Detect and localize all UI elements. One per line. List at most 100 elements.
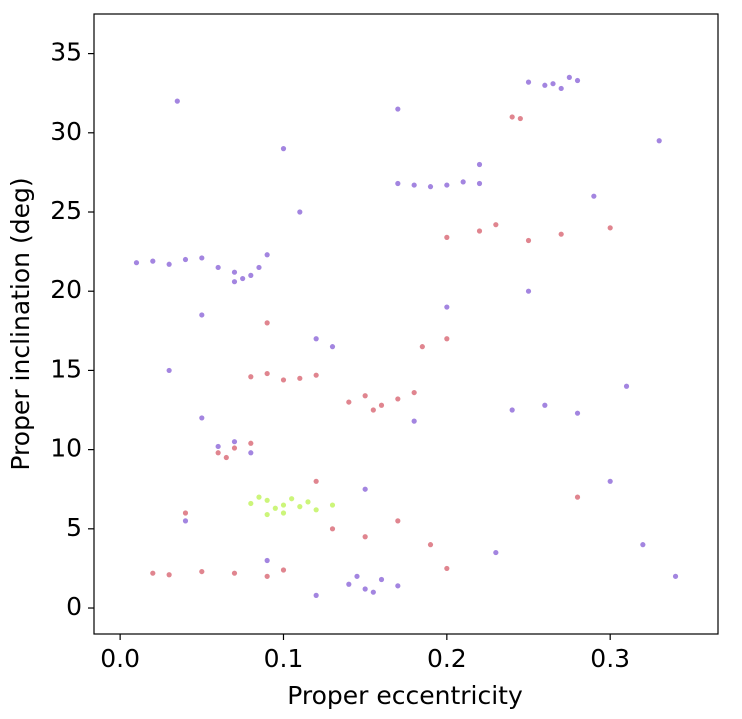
point [623, 383, 630, 389]
point [231, 279, 238, 285]
point [264, 252, 270, 258]
point [607, 478, 613, 484]
point [558, 85, 564, 92]
point [199, 255, 205, 261]
point [280, 146, 287, 152]
x-tick-label: 0.3 [590, 644, 630, 673]
point [199, 415, 205, 421]
point [166, 572, 172, 578]
point [427, 542, 434, 548]
point [264, 370, 270, 377]
point [419, 344, 425, 350]
point [444, 234, 450, 240]
point [280, 377, 287, 383]
point [313, 372, 319, 378]
point [297, 375, 303, 381]
point [248, 272, 254, 278]
point [240, 275, 246, 282]
point [223, 454, 229, 461]
point [444, 336, 450, 342]
y-tick-label: 35 [50, 38, 82, 67]
y-tick-label: 5 [66, 513, 82, 542]
point [264, 497, 270, 503]
point [542, 402, 548, 408]
point [280, 502, 287, 508]
point [280, 510, 287, 516]
point [182, 518, 189, 524]
point [346, 399, 352, 405]
point [378, 402, 385, 408]
point [607, 225, 613, 231]
point [395, 583, 401, 589]
point [248, 500, 254, 507]
point [370, 407, 376, 413]
point [297, 209, 303, 215]
point [411, 418, 417, 424]
point [305, 499, 311, 505]
point [395, 106, 401, 112]
point [199, 312, 205, 318]
x-tick-label: 0.1 [264, 644, 304, 673]
point [476, 228, 483, 234]
point [329, 526, 336, 532]
point [248, 440, 254, 446]
point [166, 261, 172, 267]
point [574, 77, 581, 84]
point [493, 222, 499, 228]
point [313, 592, 319, 598]
point [313, 336, 319, 342]
point [264, 557, 270, 564]
point [199, 568, 205, 575]
point [256, 264, 262, 271]
point [264, 320, 270, 326]
point [395, 518, 401, 524]
x-tick-label: 0.2 [427, 644, 467, 673]
point [411, 182, 417, 188]
point [248, 450, 254, 456]
point [264, 511, 270, 518]
y-tick-label: 30 [50, 117, 82, 146]
point [313, 507, 319, 513]
point [542, 82, 548, 88]
point [444, 182, 450, 188]
point [460, 179, 466, 185]
point [346, 581, 352, 587]
point [329, 502, 336, 508]
point [591, 193, 597, 199]
y-tick-label: 25 [50, 196, 82, 225]
point [558, 231, 564, 237]
point [215, 450, 221, 456]
point [378, 576, 385, 583]
point [150, 570, 156, 576]
point [370, 589, 376, 595]
x-axis-label: Proper eccentricity [287, 681, 523, 710]
point [362, 393, 368, 399]
point [182, 256, 189, 263]
point [215, 264, 221, 271]
point [313, 478, 319, 484]
point [362, 534, 368, 540]
point [411, 389, 417, 396]
point [215, 443, 221, 450]
point [231, 439, 238, 445]
point [182, 510, 189, 516]
point [493, 549, 499, 556]
y-tick-label: 15 [50, 354, 82, 383]
y-tick-label: 20 [50, 275, 82, 304]
point [444, 304, 450, 310]
point [272, 505, 278, 511]
point [574, 410, 581, 416]
point [133, 260, 140, 266]
point [174, 98, 180, 104]
point [248, 374, 254, 380]
point [509, 407, 515, 413]
point [150, 258, 156, 264]
point [640, 542, 646, 548]
point [525, 288, 532, 294]
point [476, 161, 483, 168]
point [395, 396, 401, 402]
point [166, 367, 172, 374]
point [231, 570, 238, 576]
point [297, 504, 303, 510]
